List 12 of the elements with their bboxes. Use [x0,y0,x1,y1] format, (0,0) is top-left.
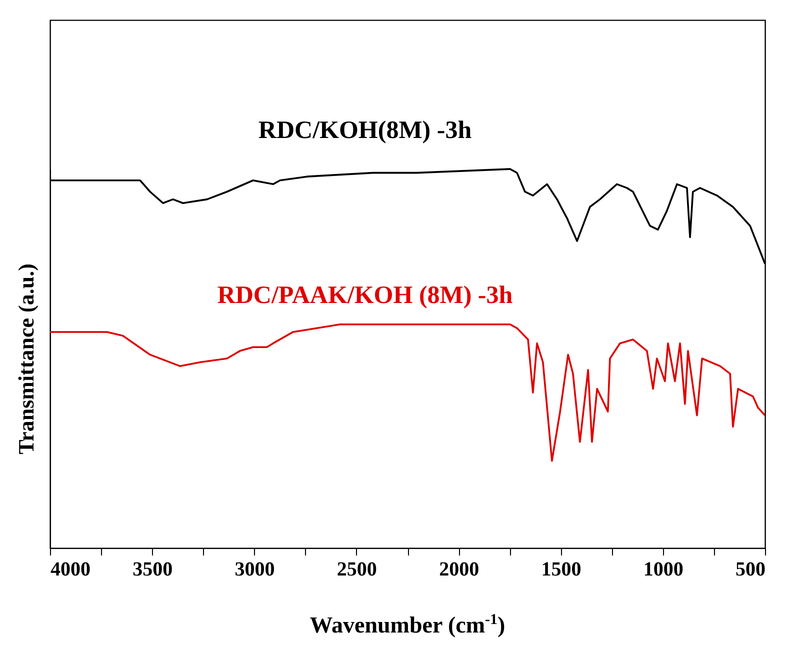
x-axis-title: Wavenumber (cm$^{-1}$) [308,612,506,639]
x-tick-label: 3000 [234,558,275,580]
x-tick-label: 500 [736,558,766,580]
x-tick-label: 4000 [50,558,90,580]
series-label: RDC/KOH(8M) -3h [258,117,472,144]
x-tick-label: 1500 [541,558,582,580]
x-tick-label: 2000 [439,558,480,580]
series-label: RDC/PAAK/KOH (8M) -3h [217,282,513,309]
x-tick-label: 3500 [132,558,173,580]
x-tick-label: 1000 [643,558,684,580]
x-tick-label: 2500 [336,558,377,580]
y-axis-title: Transmittance (a.u.) [14,264,38,454]
